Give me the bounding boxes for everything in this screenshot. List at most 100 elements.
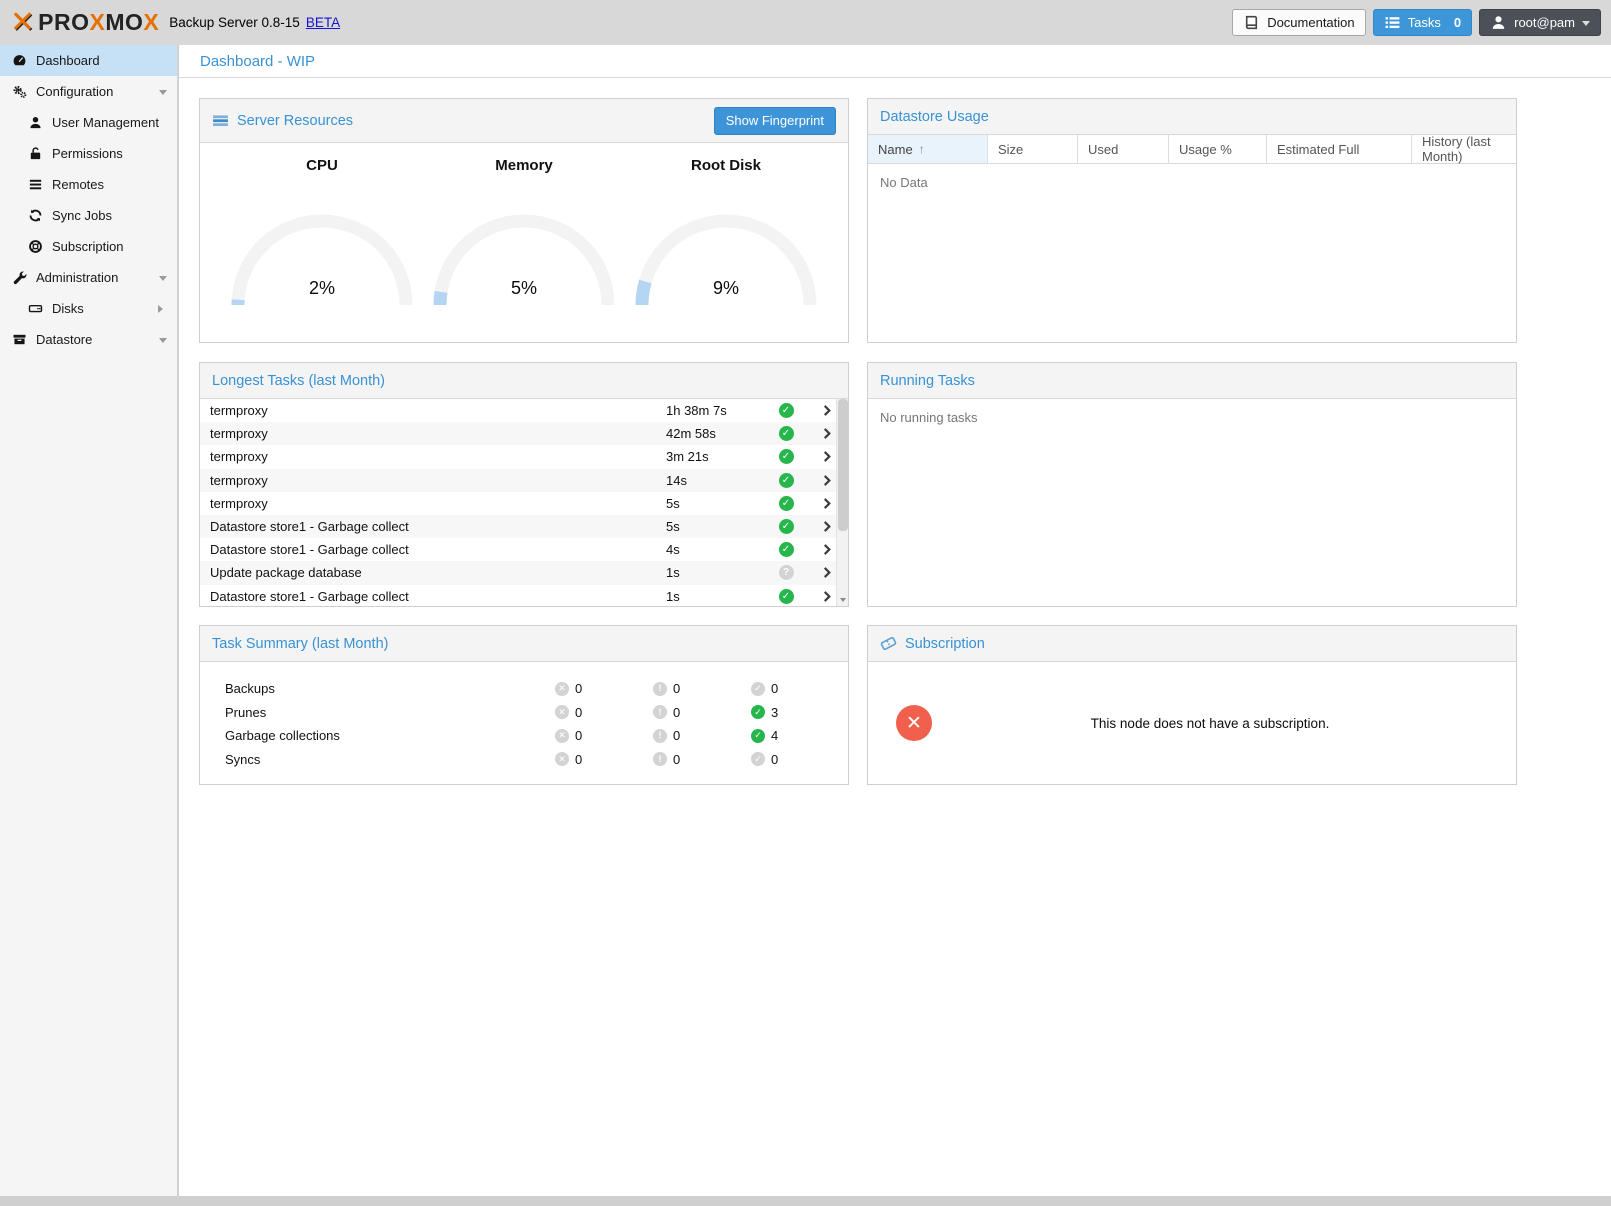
chevron-right-icon[interactable] [806,405,848,416]
proxmox-wordmark: PROXMOX [38,9,160,35]
gauge-value-text: 2% [308,278,335,298]
gauge-value-text: 9% [712,278,739,298]
chevron-right-icon[interactable] [806,497,848,509]
memory-gauge: Memory 5% [429,157,619,313]
tasks-label: Tasks [1407,15,1441,30]
warning-icon: ! [653,728,667,743]
task-row[interactable]: Datastore store1 - Garbage collect 5s ✓ [200,514,848,539]
chevron-down-icon[interactable] [159,275,167,285]
sidebar-item-configuration[interactable]: Configuration [0,76,177,107]
user-icon [27,115,43,131]
column-header-history[interactable]: History (last Month) [1412,134,1516,164]
task-name: termproxy [210,495,268,511]
task-row[interactable]: Datastore store1 - Garbage collect 1s ✓ [200,585,848,607]
task-duration: 42m 58s [666,426,716,442]
sidebar-item-datastore[interactable]: Datastore [0,324,177,355]
show-fingerprint-button[interactable]: Show Fingerprint [713,106,836,135]
task-list-icon [1384,14,1401,31]
tasks-scrollbar[interactable] [836,399,848,606]
user-menu-button[interactable]: root@pam [1479,9,1601,36]
tachometer-icon [11,53,27,69]
wrench-icon [11,270,27,286]
task-row[interactable]: termproxy 14s ✓ [200,468,848,492]
longest-tasks-list: termproxy 1h 38m 7s ✓ termproxy 42m 58s … [200,399,848,606]
dashboard-content: Server Resources Show Fingerprint CPU 2%… [179,78,1611,1196]
ok-icon: ✓ [778,542,794,558]
warning-icon: ! [653,705,667,720]
sidebar-item-disks[interactable]: Disks [0,293,177,324]
chevron-right-icon[interactable] [806,544,848,556]
top-bar: ✕ PROXMOX Backup Server 0.8-15 BETA Docu… [0,0,1611,45]
ok-count: 4 [771,728,779,744]
task-name: Datastore store1 - Garbage collect [210,588,409,604]
column-header-name[interactable]: Name ↑ [868,135,988,163]
sidebar-item-sync-jobs[interactable]: Sync Jobs [0,200,177,231]
server-list-icon [27,177,43,193]
column-header-estimated-full[interactable]: Estimated Full [1267,135,1412,163]
sidebar-item-dashboard[interactable]: Dashboard [0,45,177,76]
chevron-right-icon[interactable] [806,590,848,602]
task-row[interactable]: termproxy 42m 58s ✓ [200,422,848,446]
column-header-used[interactable]: Used [1078,135,1169,163]
chevron-right-icon[interactable] [806,428,848,440]
chevron-right-icon[interactable] [806,521,848,532]
sidebar-item-label: User Management [52,115,159,130]
task-row[interactable]: Update package database 1s ? [200,561,848,585]
task-row[interactable]: termproxy 1h 38m 7s ✓ [200,399,848,422]
error-icon: ✕ [555,728,569,743]
hdd-icon [27,301,43,317]
ok-icon: ✓ [778,495,794,511]
beta-link[interactable]: BETA [305,15,341,30]
sidebar-item-label: Configuration [36,84,114,99]
task-row[interactable]: termproxy 5s ✓ [200,492,848,515]
sidebar-item-permissions[interactable]: Permissions [0,138,177,169]
chevron-right-icon[interactable] [806,474,848,486]
sidebar-item-remotes[interactable]: Remotes [0,169,177,200]
task-summary-panel: Task Summary (last Month) Backups ✕ 0 ! 0 … [199,625,849,785]
chevron-down-icon [1582,20,1590,30]
sidebar-item-administration[interactable]: Administration [0,262,177,293]
documentation-label: Documentation [1267,15,1355,30]
ok-icon: ✓ [778,426,794,442]
task-duration: 14s [666,472,687,488]
page-title: Dashboard - WIP [200,52,316,70]
error-count: 0 [575,681,583,697]
book-icon [1243,14,1260,31]
subscription-header: Subscription [868,626,1516,662]
sidebar-item-label: Administration [36,270,119,285]
documentation-button[interactable]: Documentation [1232,9,1366,36]
scrollbar-down-button[interactable] [837,593,848,606]
subscription-panel: Subscription ✕ This node does not have a… [867,625,1517,785]
task-row[interactable]: termproxy 3m 21s ✓ [200,445,848,468]
ok-icon: ✓ [778,519,794,535]
summary-row-prunes: Prunes ✕ 0 ! 0 ✓ 3 [200,701,848,725]
chevron-right-icon[interactable] [806,451,848,463]
warning-count: 0 [673,704,681,720]
user-icon [1490,14,1507,31]
panel-title: Server Resources [237,112,354,129]
chevron-right-icon[interactable] [158,304,167,313]
chevron-right-icon[interactable] [806,567,848,579]
task-summary-body: Backups ✕ 0 ! 0 ✓ 0 Prunes ✕ 0 ! 0 ✓ 3 Garbage… [200,662,848,771]
datastore-table-header: Name ↑ Size Used Usage % Estimated Full … [868,134,1516,164]
unlock-icon [27,146,43,162]
column-label: Name [878,141,913,157]
tasks-count-badge: 0 [1453,15,1462,30]
server-resources-header: Server Resources Show Fingerprint [200,99,848,143]
ok-icon: ✓ [778,588,794,604]
error-circle-icon: ✕ [896,705,932,741]
tasks-button[interactable]: Tasks 0 [1372,9,1473,36]
column-header-size[interactable]: Size [988,135,1078,163]
ok-icon: ✓ [751,728,765,743]
task-row[interactable]: Datastore store1 - Garbage collect 4s ✓ [200,538,848,561]
scrollbar-thumb[interactable] [838,399,848,531]
task-duration: 5s [666,495,680,511]
sidebar-item-subscription[interactable]: Subscription [0,231,177,262]
chevron-down-icon[interactable] [159,89,167,99]
cpu-gauge-arc [231,214,413,306]
column-header-usage[interactable]: Usage % [1169,135,1267,163]
gauge-label: Root Disk [690,157,761,174]
chevron-down-icon[interactable] [159,337,167,347]
life-ring-icon [27,239,43,255]
sidebar-item-user-management[interactable]: User Management [0,107,177,138]
